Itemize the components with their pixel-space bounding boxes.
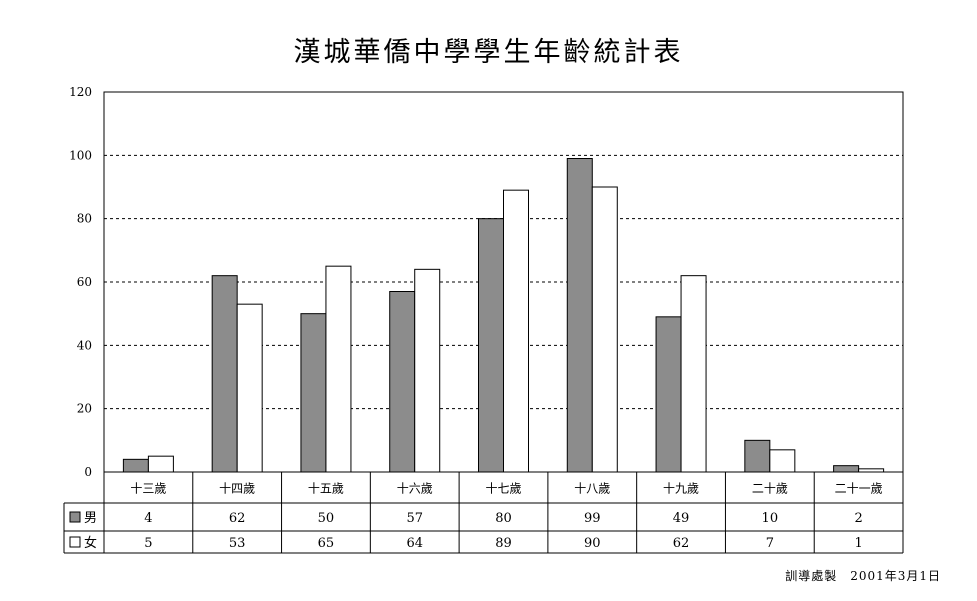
bar-male [122,458,149,473]
data-label: 49 [673,511,690,526]
data-label: 2 [854,511,862,526]
bar-female [147,455,174,473]
data-label: 7 [766,536,774,551]
bar-male [566,158,593,473]
category-label: 二十一歲 [835,482,883,496]
bar-female [414,268,441,473]
legend-label: 男 [84,511,97,526]
category-label: 十五歲 [308,482,344,496]
category-label: 十八歲 [574,482,610,496]
y-tick-label: 60 [77,275,92,289]
data-label: 10 [762,511,779,526]
y-tick-label: 100 [69,148,92,162]
bar-female [680,275,707,473]
bar-female [325,265,352,473]
data-label: 57 [406,511,423,526]
data-label: 62 [673,536,690,551]
y-tick-label: 80 [77,212,92,226]
category-label: 十三歲 [130,482,166,496]
data-label: 64 [406,536,423,551]
bar-female [769,449,796,473]
data-label: 89 [495,536,512,551]
data-label: 99 [584,511,601,526]
y-tick-label: 20 [77,402,92,416]
bar-male [744,439,771,473]
bar-female [503,189,529,473]
category-label: 十七歲 [485,482,521,496]
data-label: 4 [144,511,152,526]
legend-label: 女 [84,535,97,551]
data-label: 62 [229,511,246,526]
data-label: 1 [854,536,862,551]
bar-male [389,291,416,473]
category-label: 十六歲 [397,482,433,496]
plot-frame [103,91,904,473]
category-label: 十九歲 [663,482,699,496]
data-label: 5 [144,536,152,551]
bar-male [478,218,504,473]
category-label: 十四歲 [219,482,255,496]
data-label: 90 [584,536,601,551]
bars [122,158,885,473]
bar-male [655,316,682,473]
y-tick-label: 40 [77,338,92,352]
bar-male [211,275,238,473]
bar-female [236,303,263,473]
data-label: 53 [229,536,246,551]
y-tick-label: 120 [69,85,92,99]
footer-note: 訓導處製 2001年3月1日 [785,569,941,583]
y-axis-ticks: 0 20 40 60 80 100 120 [69,85,92,479]
bar-male [300,313,327,473]
bar-male [833,465,860,473]
chart-title: 漢城華僑中學學生年齡統計表 [293,37,684,68]
y-tick-label: 0 [84,465,92,479]
data-label: 80 [495,511,512,526]
legend-key-male [69,511,81,523]
bar-female [591,186,618,473]
legend-key-female [69,536,81,548]
data-label: 50 [318,511,335,526]
category-label: 二十歲 [752,482,788,496]
data-label: 65 [318,536,335,551]
